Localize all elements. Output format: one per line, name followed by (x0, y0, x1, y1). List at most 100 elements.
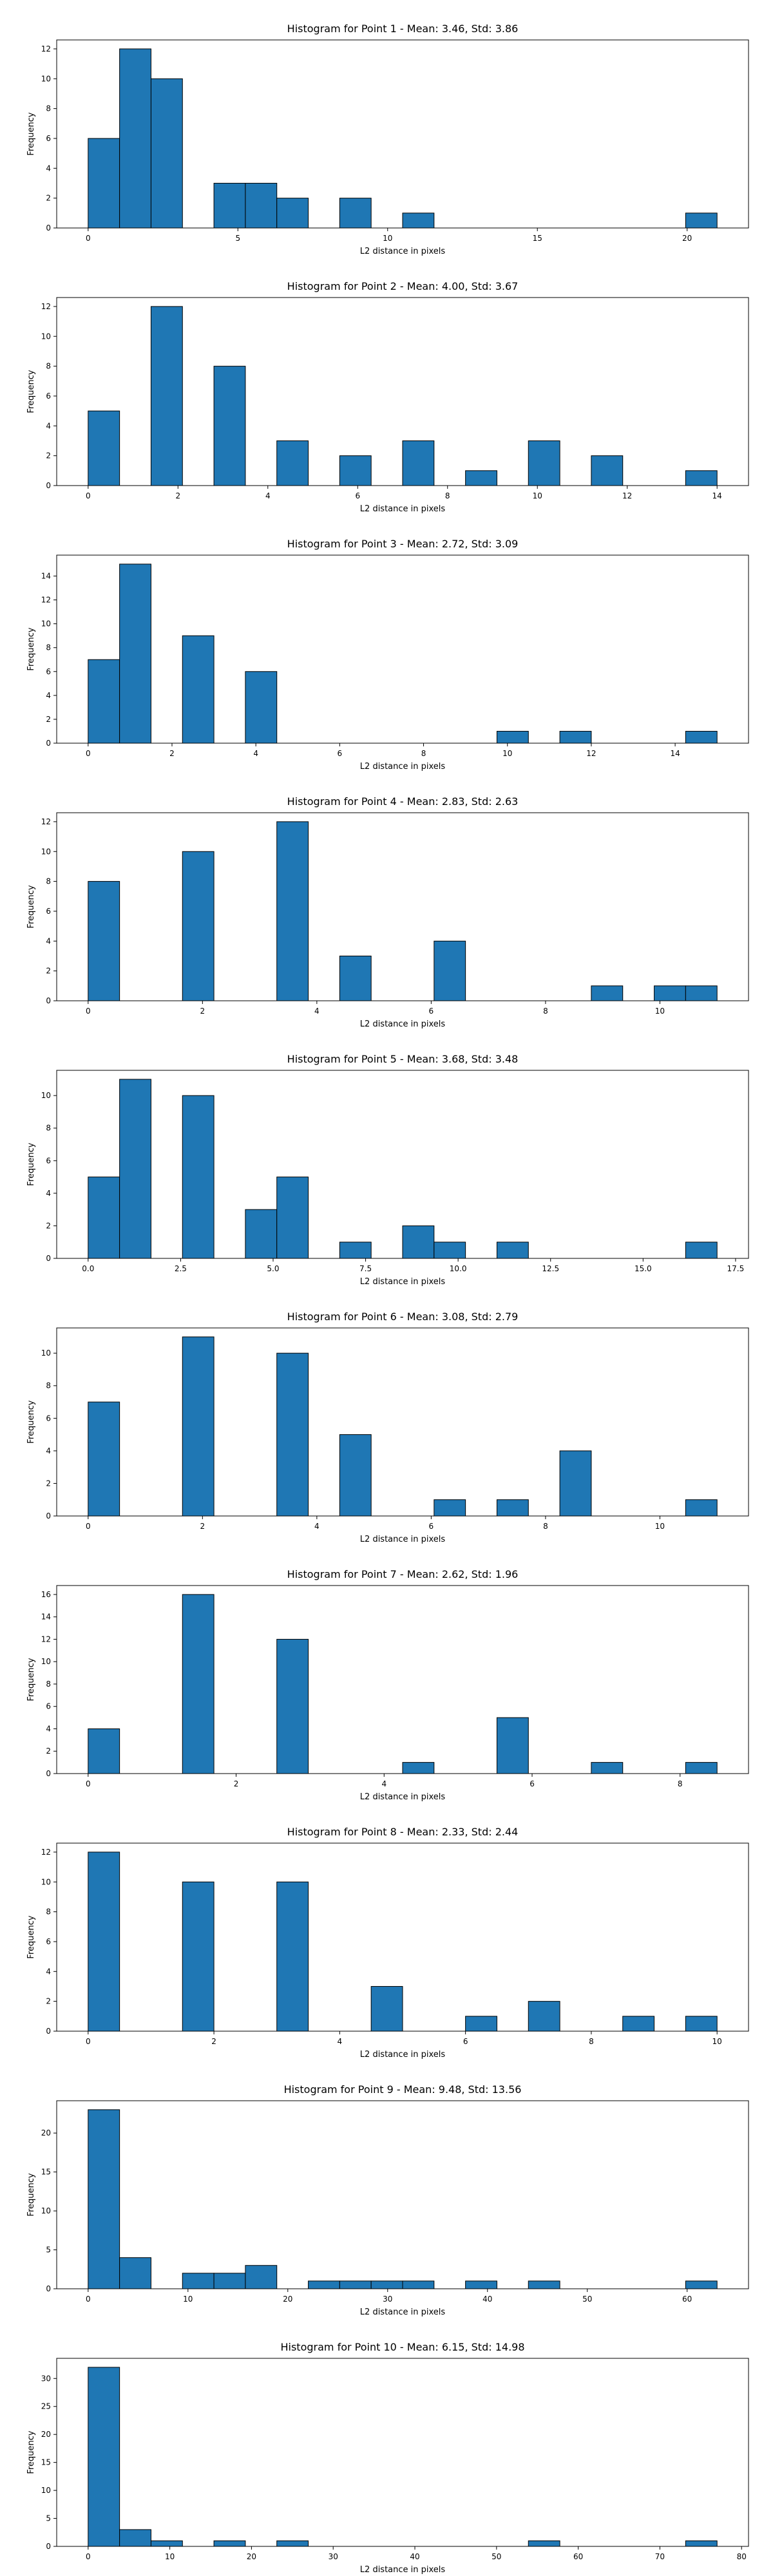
x-tick-label: 8 (543, 1522, 548, 1531)
y-tick-label: 8 (46, 104, 51, 113)
histogram-bar (370, 2280, 403, 2289)
y-tick-label: 0 (46, 2027, 51, 2036)
y-tick-label: 2 (46, 194, 51, 203)
x-tick-label: 0 (86, 1522, 91, 1531)
y-axis-label: Frequency (26, 112, 36, 155)
y-tick-label: 0 (46, 739, 51, 748)
histogram-bar (150, 306, 183, 486)
histogram-bar (496, 730, 529, 744)
x-tick-label: 20 (247, 2552, 256, 2561)
y-tick-label: 10 (41, 2486, 51, 2495)
histogram-bar (339, 455, 372, 486)
y-tick-label: 2 (46, 1997, 51, 2006)
y-axis-label: Frequency (26, 627, 36, 670)
x-tick-label: 8 (543, 1007, 548, 1016)
x-tick-label: 6 (429, 1522, 434, 1531)
x-tick-label: 2 (169, 749, 175, 758)
x-axis-label: L2 distance in pixels (360, 247, 446, 256)
y-tick-label: 10 (41, 1657, 51, 1666)
x-tick-label: 14 (712, 491, 722, 500)
x-axis-label: L2 distance in pixels (360, 504, 446, 514)
axes-frame (56, 2100, 749, 2289)
x-tick-label: 80 (737, 2552, 747, 2561)
x-axis-label: L2 distance in pixels (360, 1535, 446, 1544)
x-tick-label: 4 (314, 1522, 320, 1531)
y-tick-label: 2 (46, 1479, 51, 1488)
histogram-bar (276, 1177, 309, 1259)
y-tick-label: 10 (41, 332, 51, 341)
x-tick-label: 7.5 (359, 1264, 372, 1273)
chart-title: Histogram for Point 7 - Mean: 2.62, Std:… (287, 1568, 519, 1580)
y-tick-label: 2 (46, 1221, 51, 1230)
x-tick-label: 4 (265, 491, 271, 500)
chart-title: Histogram for Point 1 - Mean: 3.46, Std:… (287, 23, 519, 35)
y-axis-label: Frequency (26, 1915, 36, 1958)
histogram-bar (528, 2540, 560, 2547)
x-tick-label: 2 (175, 491, 180, 500)
y-tick-label: 4 (46, 164, 51, 173)
histogram-bar (559, 730, 592, 744)
x-axis-label: L2 distance in pixels (360, 2050, 446, 2060)
y-axis-label: Frequency (26, 1142, 36, 1186)
histogram-bar (88, 1401, 120, 1517)
x-tick-label: 15 (533, 234, 542, 243)
chart-3: Histogram for Point 3 - Mean: 2.72, Std:… (26, 538, 749, 772)
axes-frame (56, 1070, 749, 1259)
x-tick-label: 50 (582, 2295, 592, 2304)
histogram-bar (182, 1594, 215, 1774)
x-tick-label: 10 (712, 2037, 722, 2046)
chart-title: Histogram for Point 2 - Mean: 4.00, Std:… (287, 280, 519, 292)
histogram-bar (182, 1336, 215, 1517)
y-tick-label: 2 (46, 1747, 51, 1756)
histogram-bar (339, 1434, 372, 1517)
y-tick-label: 8 (46, 1908, 51, 1917)
y-tick-label: 12 (41, 302, 51, 311)
y-tick-label: 12 (41, 1848, 51, 1857)
y-tick-label: 6 (46, 667, 51, 676)
histogram-bar (339, 198, 372, 229)
histogram-bar (591, 985, 624, 1001)
histogram-bar (88, 1852, 120, 2032)
histogram-bar (496, 1242, 529, 1259)
histogram-bar (685, 470, 718, 486)
x-tick-label: 40 (482, 2295, 492, 2304)
histogram-bar (88, 659, 120, 744)
x-tick-label: 5.0 (267, 1264, 279, 1273)
x-tick-label: 2 (234, 1779, 239, 1788)
histogram-bar (119, 2529, 151, 2547)
y-tick-label: 4 (46, 1446, 51, 1455)
y-tick-label: 8 (46, 1381, 51, 1390)
histogram-bar (591, 455, 624, 486)
histogram-bar (182, 2273, 215, 2289)
histogram-bar (88, 410, 120, 486)
chart-6: Histogram for Point 6 - Mean: 3.08, Std:… (26, 1311, 749, 1544)
chart-title: Histogram for Point 10 - Mean: 6.15, Std… (280, 2341, 524, 2353)
axes-frame (56, 812, 749, 1001)
x-tick-label: 10 (502, 749, 512, 758)
x-tick-label: 0 (86, 1779, 91, 1788)
chart-title: Histogram for Point 8 - Mean: 2.33, Std:… (287, 1826, 519, 1838)
chart-4: Histogram for Point 4 - Mean: 2.83, Std:… (26, 795, 749, 1029)
x-tick-label: 8 (421, 749, 426, 758)
axes-frame (56, 2358, 749, 2547)
y-tick-label: 0 (46, 223, 51, 232)
x-tick-label: 10 (183, 2295, 193, 2304)
y-tick-label: 10 (41, 1091, 51, 1100)
x-axis-label: L2 distance in pixels (360, 1792, 446, 1802)
x-tick-label: 10 (655, 1522, 665, 1531)
histogram-bar (339, 955, 372, 1001)
y-tick-label: 6 (46, 1414, 51, 1423)
y-tick-label: 2 (46, 715, 51, 724)
histogram-bar (465, 2280, 497, 2289)
x-tick-label: 0 (86, 2037, 91, 2046)
histogram-bar (339, 2280, 372, 2289)
histogram-bar (182, 1881, 215, 2032)
histogram-bar (276, 1638, 309, 1774)
axes-frame (56, 1842, 749, 2032)
y-tick-label: 8 (46, 1124, 51, 1133)
histogram-bar (245, 1209, 278, 1259)
y-tick-label: 5 (46, 2514, 51, 2523)
y-tick-label: 0 (46, 1769, 51, 1778)
y-tick-label: 5 (46, 2246, 51, 2255)
